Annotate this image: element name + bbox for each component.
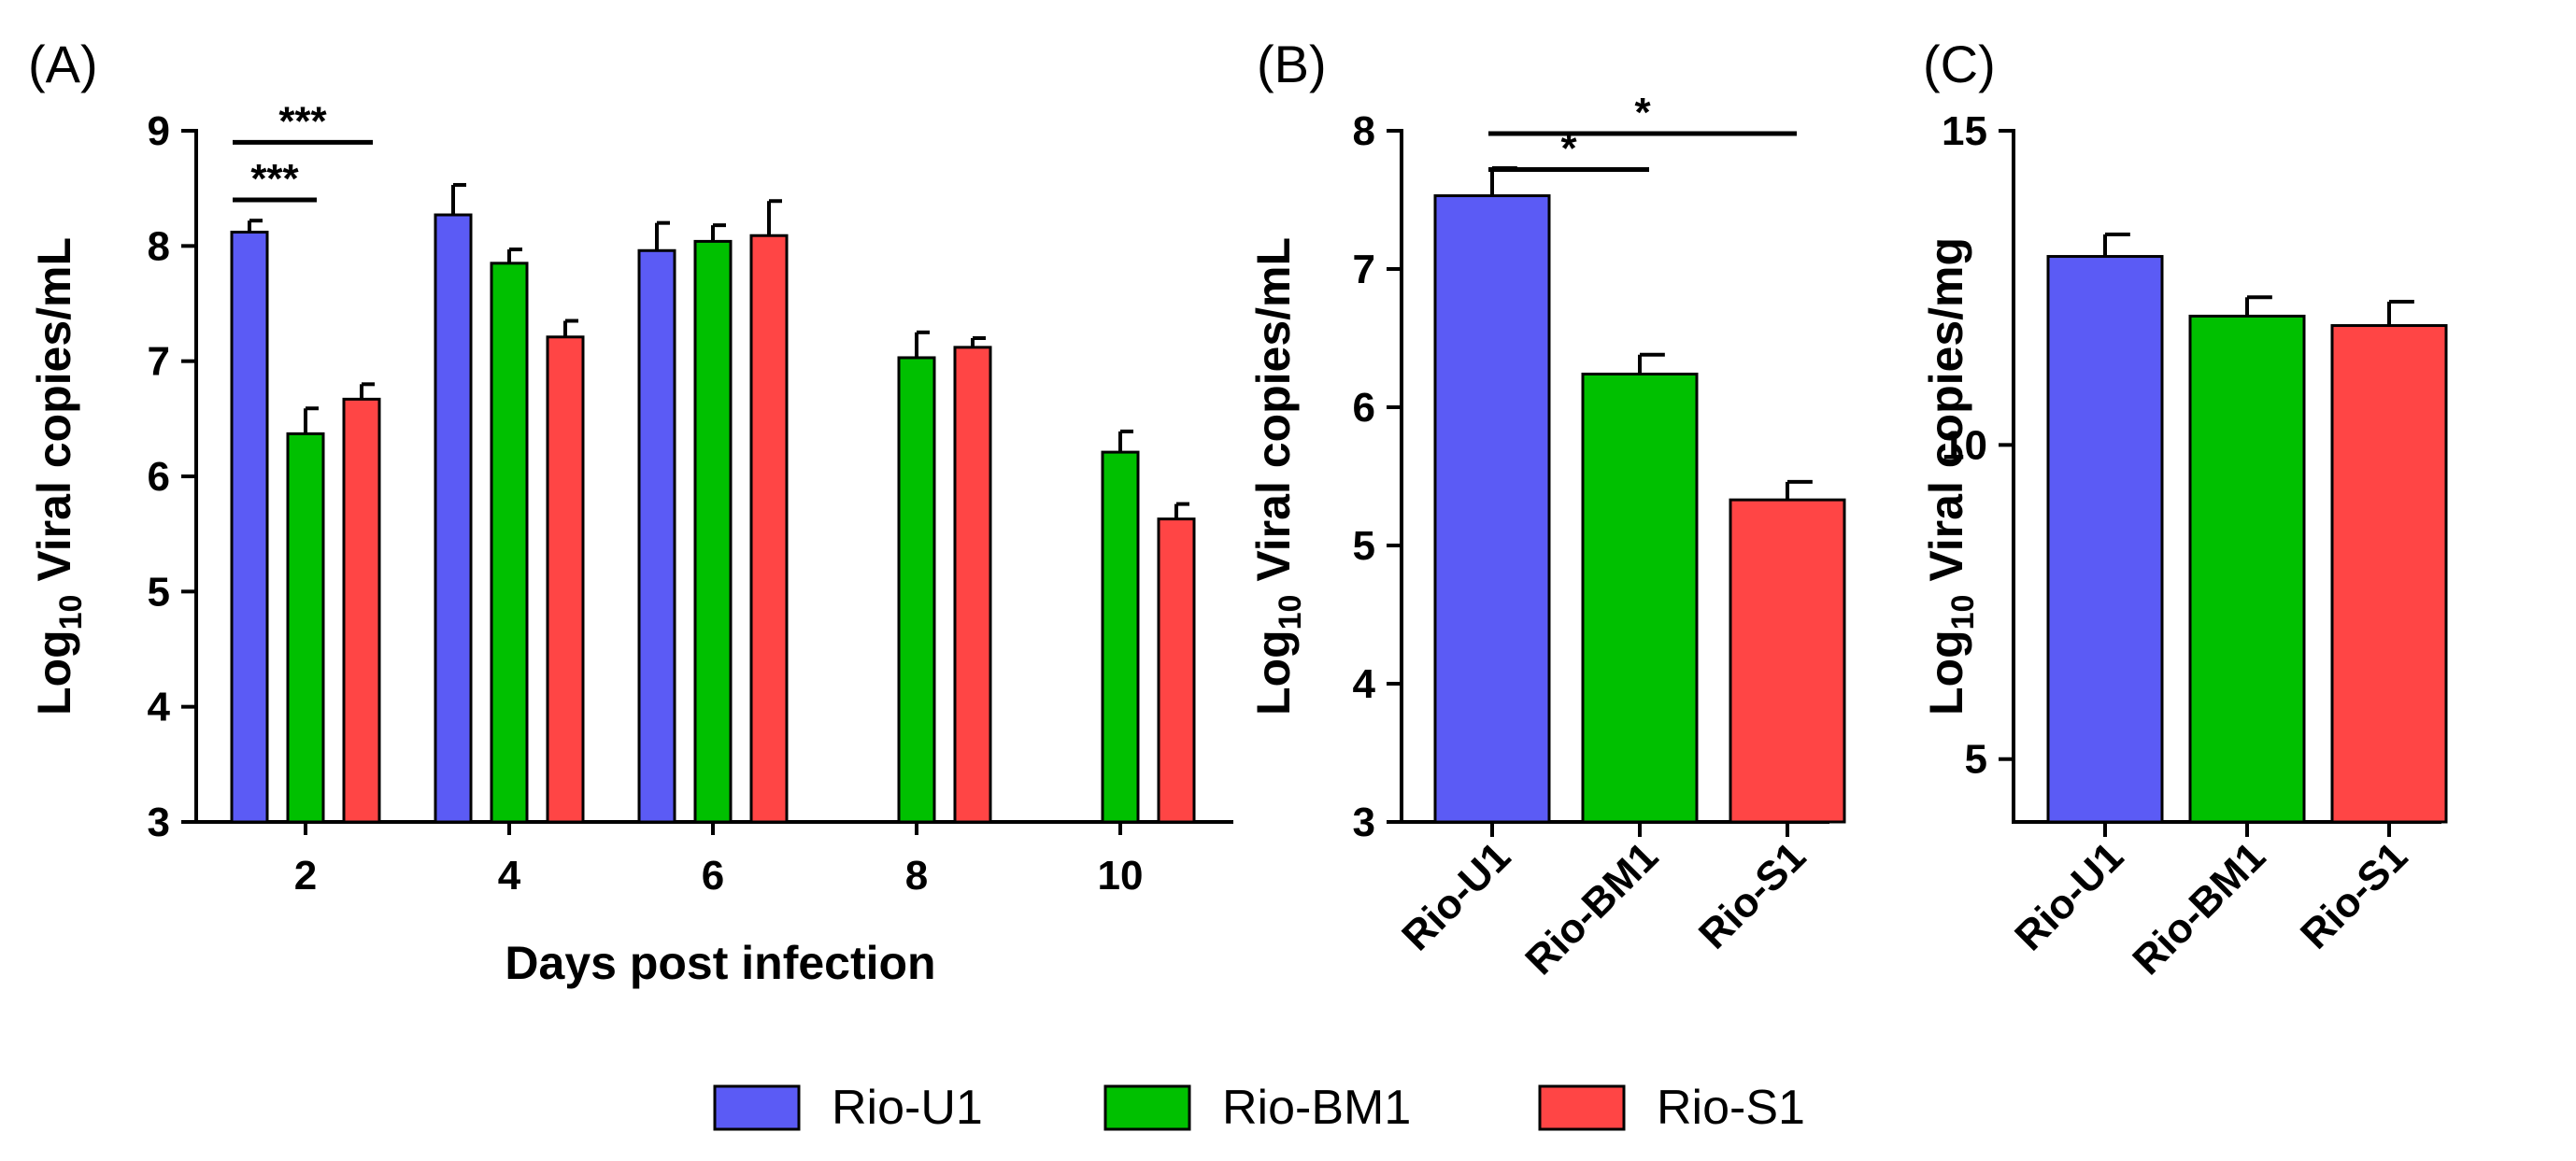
y-axis-title-subscript: 10: [1945, 595, 1981, 630]
y-tick-label: 15: [1942, 108, 1987, 154]
bar-rio-s1-day-2: [342, 397, 381, 824]
y-tick-label: 3: [1353, 800, 1375, 845]
y-tick-label: 3: [148, 800, 170, 845]
significance-label: ***: [250, 156, 299, 202]
y-tick-label: 8: [1353, 108, 1375, 154]
bar-rio-bm1-day-4: [490, 262, 529, 824]
legend-swatch-rio-bm1: [1103, 1084, 1191, 1131]
legend-label: Rio-U1: [832, 1081, 983, 1135]
y-tick-label: 6: [148, 454, 170, 500]
y-tick-label: 8: [148, 223, 170, 269]
bar-rio-s1-day-6: [749, 234, 789, 824]
x-tick-label: Rio-U1: [1393, 833, 1519, 959]
y-axis-title: Log10 Viral copies/mL: [1247, 237, 1308, 715]
x-tick-label: Rio-BM1: [2124, 833, 2274, 984]
y-tick-label: 5: [148, 569, 170, 615]
y-axis-title-prefix: Log: [1920, 630, 1972, 715]
significance-label: *: [1560, 125, 1577, 171]
significance-label: ***: [278, 98, 327, 144]
significance-label: *: [1634, 90, 1651, 135]
panel-label: (A): [28, 35, 98, 93]
x-tick-label: 10: [1098, 853, 1144, 899]
legend-label: Rio-BM1: [1222, 1081, 1411, 1135]
bar-rio-s1-day-4: [546, 335, 585, 824]
x-tick-label: Rio-U1: [2006, 833, 2132, 959]
y-tick-label: 4: [148, 685, 171, 730]
y-axis-title-suffix: Viral copies/mL: [28, 237, 80, 595]
bar-rio-bm1-day-8: [897, 356, 936, 824]
y-tick-label: 5: [1353, 523, 1375, 569]
bar-rio-s1-day-10: [1157, 517, 1196, 824]
legend: Rio-U1 Rio-BM1 Rio-S1: [713, 1081, 1805, 1135]
bar-rio-s1-day-8: [953, 346, 992, 824]
y-tick-label: 4: [1353, 661, 1376, 707]
bar-rio-u1: [2046, 255, 2164, 824]
x-tick-label: Rio-S1: [1690, 833, 1815, 957]
panel-label: (B): [1257, 35, 1327, 93]
legend-label: Rio-S1: [1657, 1081, 1805, 1135]
bar-rio-bm1: [2188, 314, 2306, 824]
y-tick-label: 9: [148, 108, 170, 154]
x-tick-label: Rio-BM1: [1516, 833, 1667, 984]
bar-rio-u1: [1433, 194, 1551, 824]
y-axis-title-subscript: 10: [1273, 595, 1308, 630]
y-axis-title-prefix: Log: [28, 630, 80, 715]
bar-rio-u1-day-6: [637, 248, 676, 824]
bar-rio-u1-day-4: [434, 213, 473, 824]
bar-rio-bm1: [1581, 372, 1699, 824]
x-tick-label: Rio-S1: [2292, 833, 2416, 957]
bar-rio-u1-day-2: [230, 231, 269, 824]
y-axis-title: Log10 Viral copies/mL: [28, 237, 89, 715]
legend-swatch-rio-u1: [713, 1084, 801, 1131]
x-axis-title: Days post infection: [505, 937, 935, 989]
bar-rio-bm1-day-10: [1101, 450, 1140, 824]
y-axis-title-prefix: Log: [1247, 630, 1300, 715]
bar-rio-bm1-day-2: [286, 432, 325, 824]
panel-label: (C): [1923, 35, 1996, 93]
x-tick-label: 6: [702, 853, 724, 899]
bar-rio-bm1-day-6: [693, 239, 733, 824]
bar-rio-s1: [1729, 498, 1846, 824]
legend-swatch-rio-s1: [1538, 1084, 1626, 1131]
bar-rio-s1: [2330, 324, 2448, 824]
y-axis-title-subscript: 10: [53, 595, 89, 630]
y-tick-label: 10: [1942, 422, 1987, 468]
y-tick-label: 6: [1353, 385, 1375, 431]
y-tick-label: 5: [1965, 737, 1987, 783]
y-axis-title: Log10 Viral copies/mg: [1920, 237, 1981, 715]
y-axis-title-suffix: Viral copies/mL: [1247, 237, 1300, 595]
x-tick-label: 4: [498, 853, 521, 899]
y-tick-label: 7: [148, 339, 170, 385]
y-axis-title-suffix: Viral copies/mg: [1920, 237, 1972, 595]
x-tick-label: 2: [294, 853, 317, 899]
x-tick-label: 8: [905, 853, 928, 899]
y-tick-label: 7: [1353, 247, 1375, 292]
